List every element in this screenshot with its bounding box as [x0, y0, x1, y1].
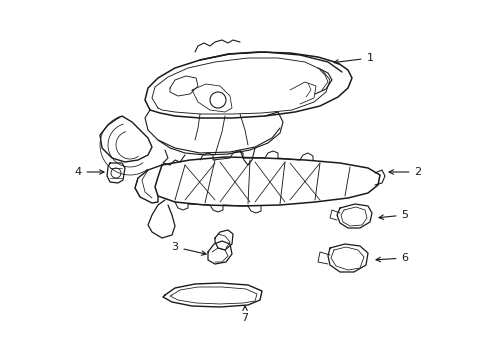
Polygon shape — [336, 204, 371, 228]
Polygon shape — [145, 52, 351, 118]
Text: 2: 2 — [388, 167, 421, 177]
Polygon shape — [135, 165, 162, 203]
Polygon shape — [207, 241, 231, 264]
Polygon shape — [145, 110, 283, 155]
Polygon shape — [215, 230, 232, 250]
Text: 4: 4 — [74, 167, 104, 177]
Polygon shape — [155, 157, 379, 206]
Text: 1: 1 — [333, 53, 373, 64]
Polygon shape — [163, 283, 262, 307]
Polygon shape — [107, 163, 125, 183]
Text: 7: 7 — [241, 306, 248, 323]
Polygon shape — [148, 200, 175, 238]
Text: 3: 3 — [171, 242, 205, 255]
Text: 5: 5 — [378, 210, 407, 220]
Text: 6: 6 — [375, 253, 407, 263]
Polygon shape — [100, 116, 152, 162]
Polygon shape — [327, 244, 367, 272]
